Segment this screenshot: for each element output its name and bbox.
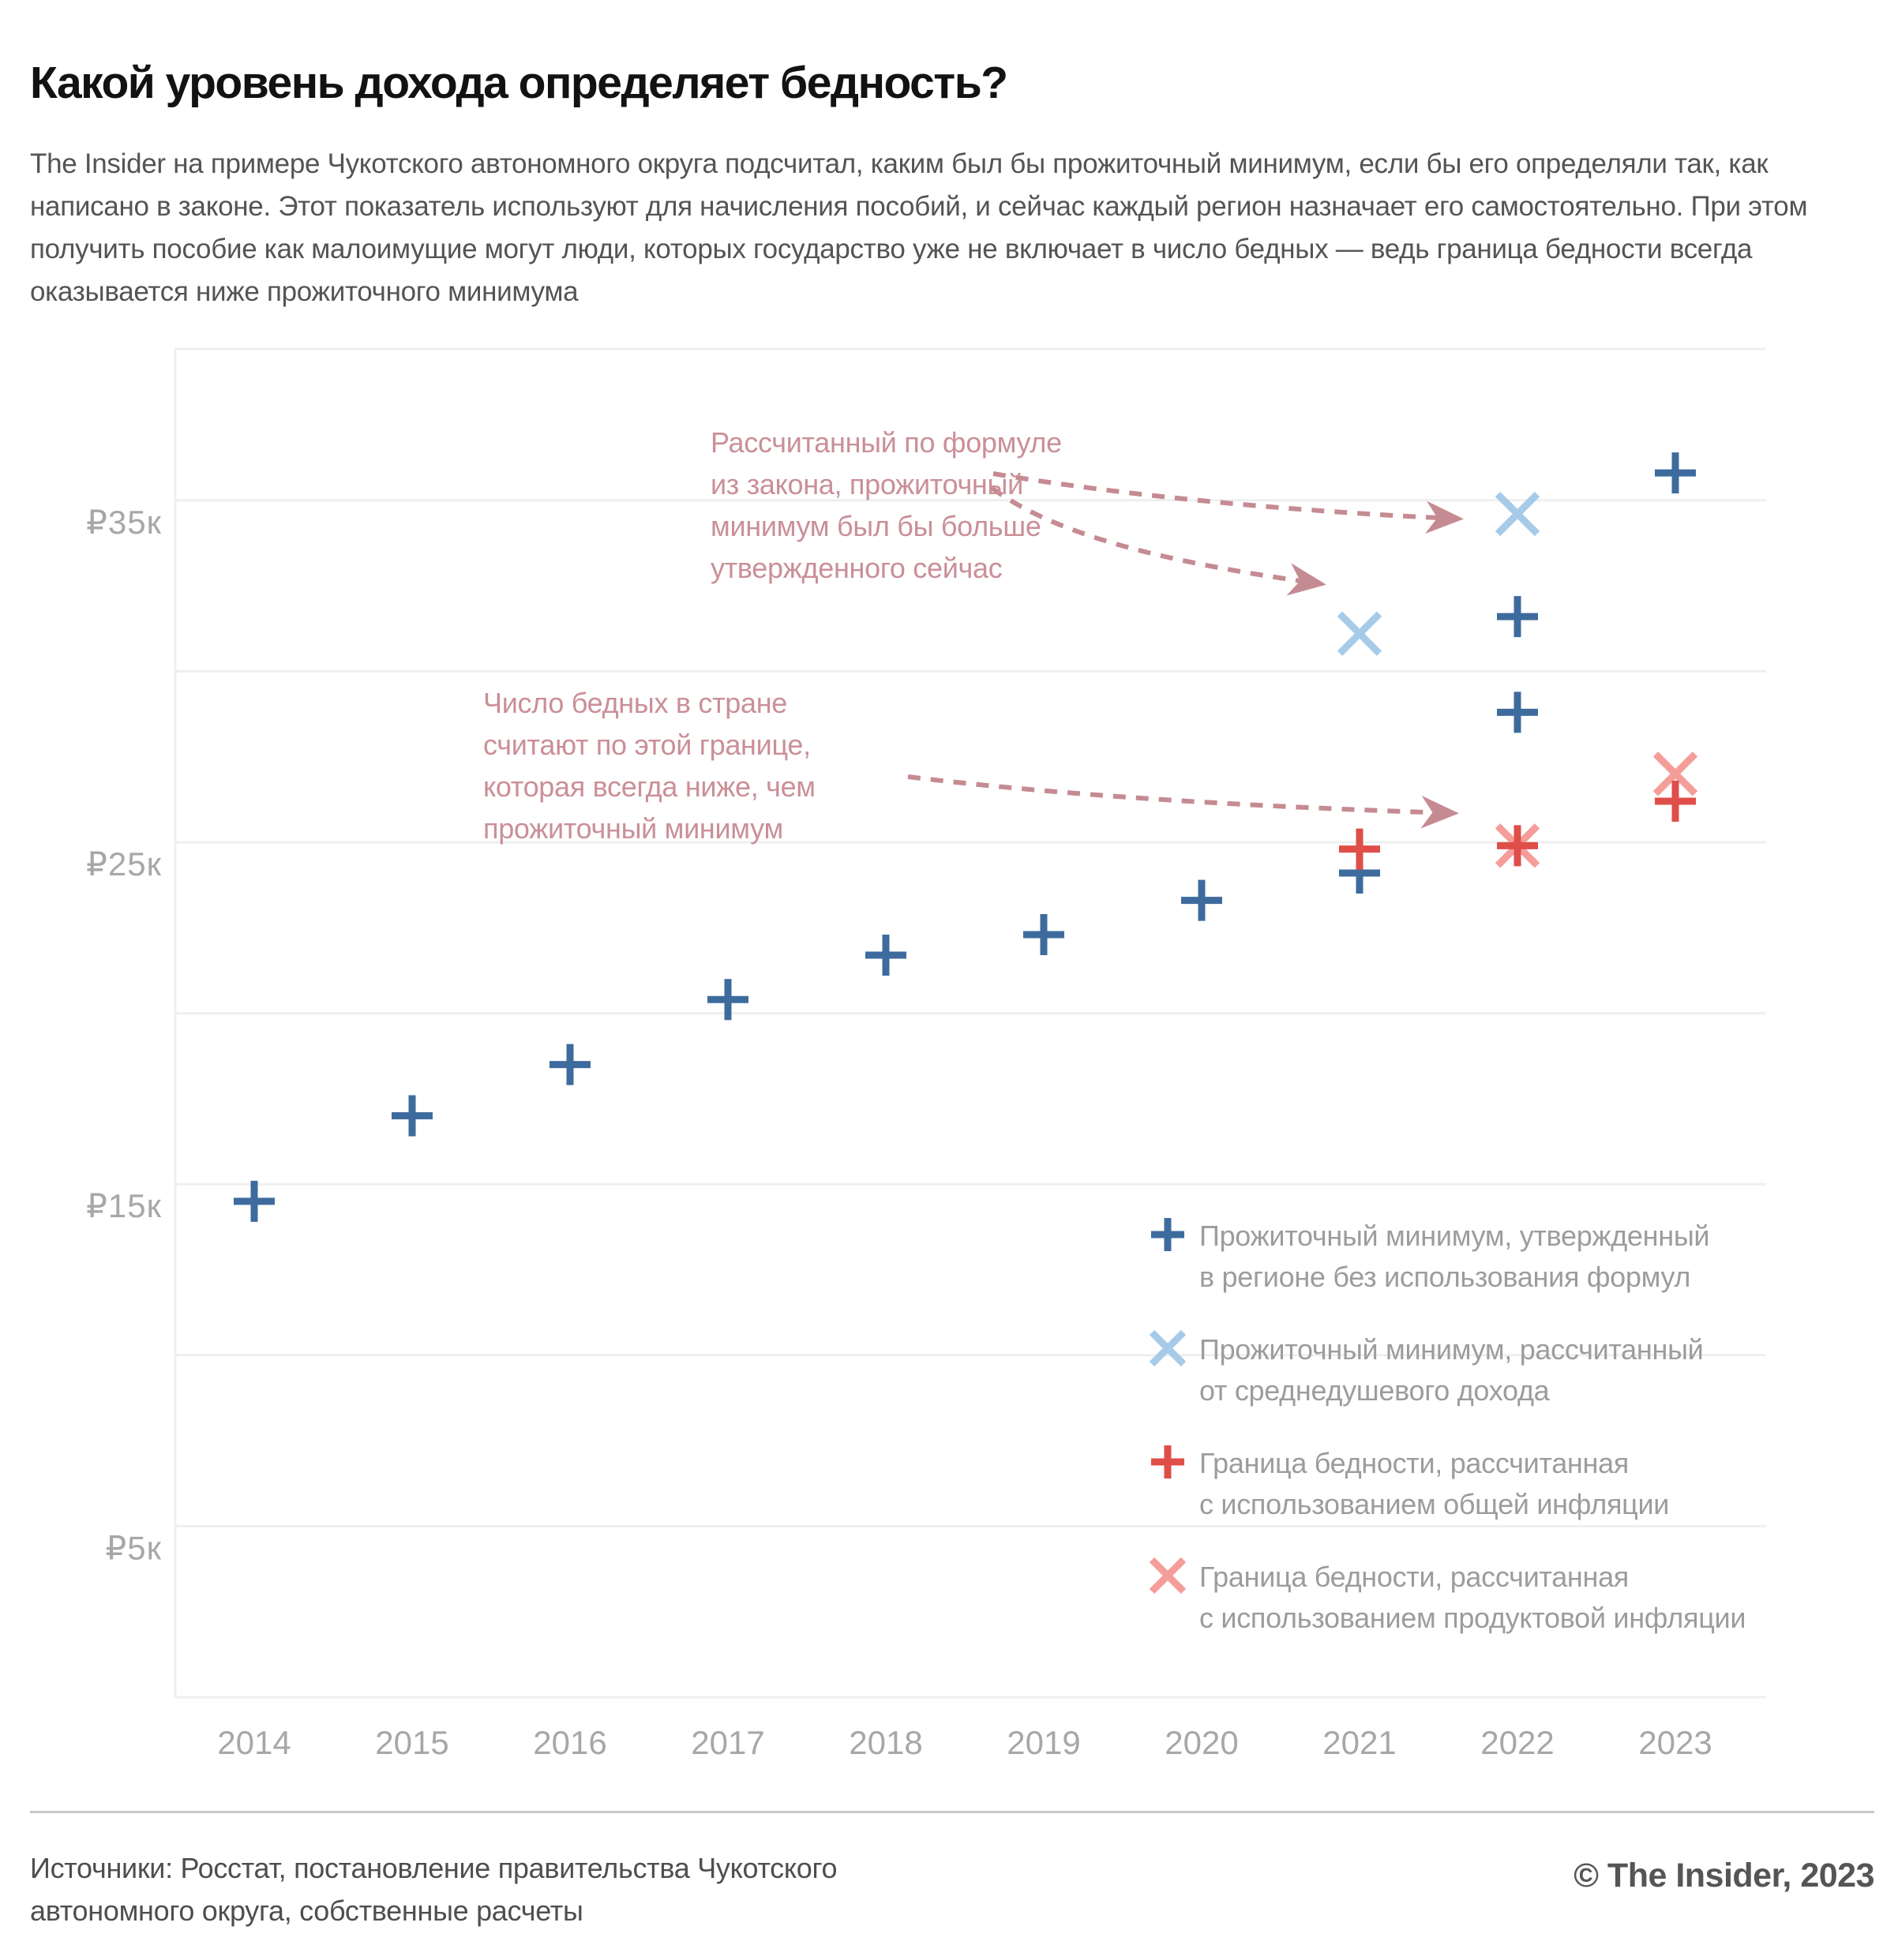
marker-plus-poverty-line-general-inflation-2021 [1339,828,1380,870]
marker-plus-approved-minimum-2022 [1497,596,1538,638]
y-axis-label-15k: ₽15к [86,1187,162,1224]
legend-label-2: Граница бедности, рассчитанная с использ… [1199,1447,1670,1520]
marker-plus-approved-minimum-2015 [392,1095,433,1137]
y-axis-label-5k: ₽5к [106,1529,162,1566]
x-axis-label-2021: 2021 [1322,1724,1396,1761]
marker-plus-approved-minimum-2014 [234,1180,275,1222]
y-axis-label-25k: ₽25к [86,845,162,883]
legend-marker-plus-icon [1151,1445,1184,1478]
marker-plus-approved-minimum-2023 [1655,452,1696,494]
arrow-to-2021-x [990,485,1326,596]
copyright-credit: © The Insider, 2023 [1574,1857,1874,1894]
marker-plus-approved-minimum-2022 [1497,691,1538,733]
series-poverty-line-general-inflation [1339,781,1696,870]
legend-marker-x-icon [1149,1329,1187,1367]
legend-marker-plus-icon [1151,1218,1184,1251]
marker-plus-approved-minimum-2020 [1181,879,1222,921]
marker-plus-poverty-line-general-inflation-2022 [1497,825,1538,867]
x-axis-label-2015: 2015 [375,1724,448,1761]
y-axis-label-35k: ₽35к [86,504,162,541]
arrow-to-poverty-line [907,774,1459,829]
annotation-calc-minimum: Рассчитанный по формуле из закона, прожи… [711,426,1062,584]
legend-marker-x-icon [1149,1557,1187,1595]
legend-marker-glyph-1 [1149,1329,1187,1367]
chart-subtitle: The Insider на примере Чукотского автоно… [30,148,1808,307]
x-axis-label-2020: 2020 [1165,1724,1238,1761]
marker-x-poverty-line-food-inflation-2023 [1652,751,1698,796]
page-title: Какой уровень дохода определяет бедность… [30,58,1008,109]
x-axis-label-2022: 2022 [1480,1724,1554,1761]
series-formula-minimum [1337,491,1540,656]
x-axis-label-2017: 2017 [691,1724,764,1761]
x-axis-label-2019: 2019 [1007,1724,1080,1761]
legend-marker-glyph-3 [1149,1557,1187,1595]
x-axis-label-2014: 2014 [217,1724,291,1761]
marker-plus-approved-minimum-2018 [865,934,906,976]
arrow-to-2022-x [992,471,1464,534]
marker-x-formula-minimum-2022 [1495,491,1540,537]
x-axis-label-2016: 2016 [533,1724,606,1761]
sources-note: Источники: Росстат, постановление правит… [30,1852,838,1927]
legend-label-0: Прожиточный минимум, утвержденный в реги… [1199,1220,1710,1293]
legend-marker-glyph-0 [1151,1218,1184,1251]
legend-label-1: Прожиточный минимум, рассчитанный от сре… [1199,1333,1704,1407]
x-axis-label-2023: 2023 [1638,1724,1712,1761]
marker-plus-approved-minimum-2019 [1023,913,1064,955]
legend-item-0: Прожиточный минимум, утвержденный в реги… [1149,1216,1746,1298]
marker-plus-approved-minimum-2016 [550,1044,591,1085]
chart-legend: Прожиточный минимум, утвержденный в реги… [1149,1216,1746,1639]
legend-marker-glyph-2 [1151,1445,1184,1478]
marker-x-formula-minimum-2021 [1337,611,1382,656]
legend-item-3: Граница бедности, рассчитанная с использ… [1149,1557,1746,1639]
marker-plus-approved-minimum-2017 [707,979,748,1021]
series-approved-minimum [234,452,1696,1222]
legend-item-1: Прожиточный минимум, рассчитанный от сре… [1149,1329,1746,1411]
legend-label-3: Граница бедности, рассчитанная с использ… [1199,1561,1746,1634]
footer-divider [30,1811,1874,1813]
legend-item-2: Граница бедности, рассчитанная с использ… [1149,1443,1746,1525]
marker-plus-poverty-line-general-inflation-2023 [1655,781,1696,823]
annotation-poverty-line: Число бедных в стране считают по этой гр… [483,687,816,845]
x-axis-label-2018: 2018 [849,1724,922,1761]
